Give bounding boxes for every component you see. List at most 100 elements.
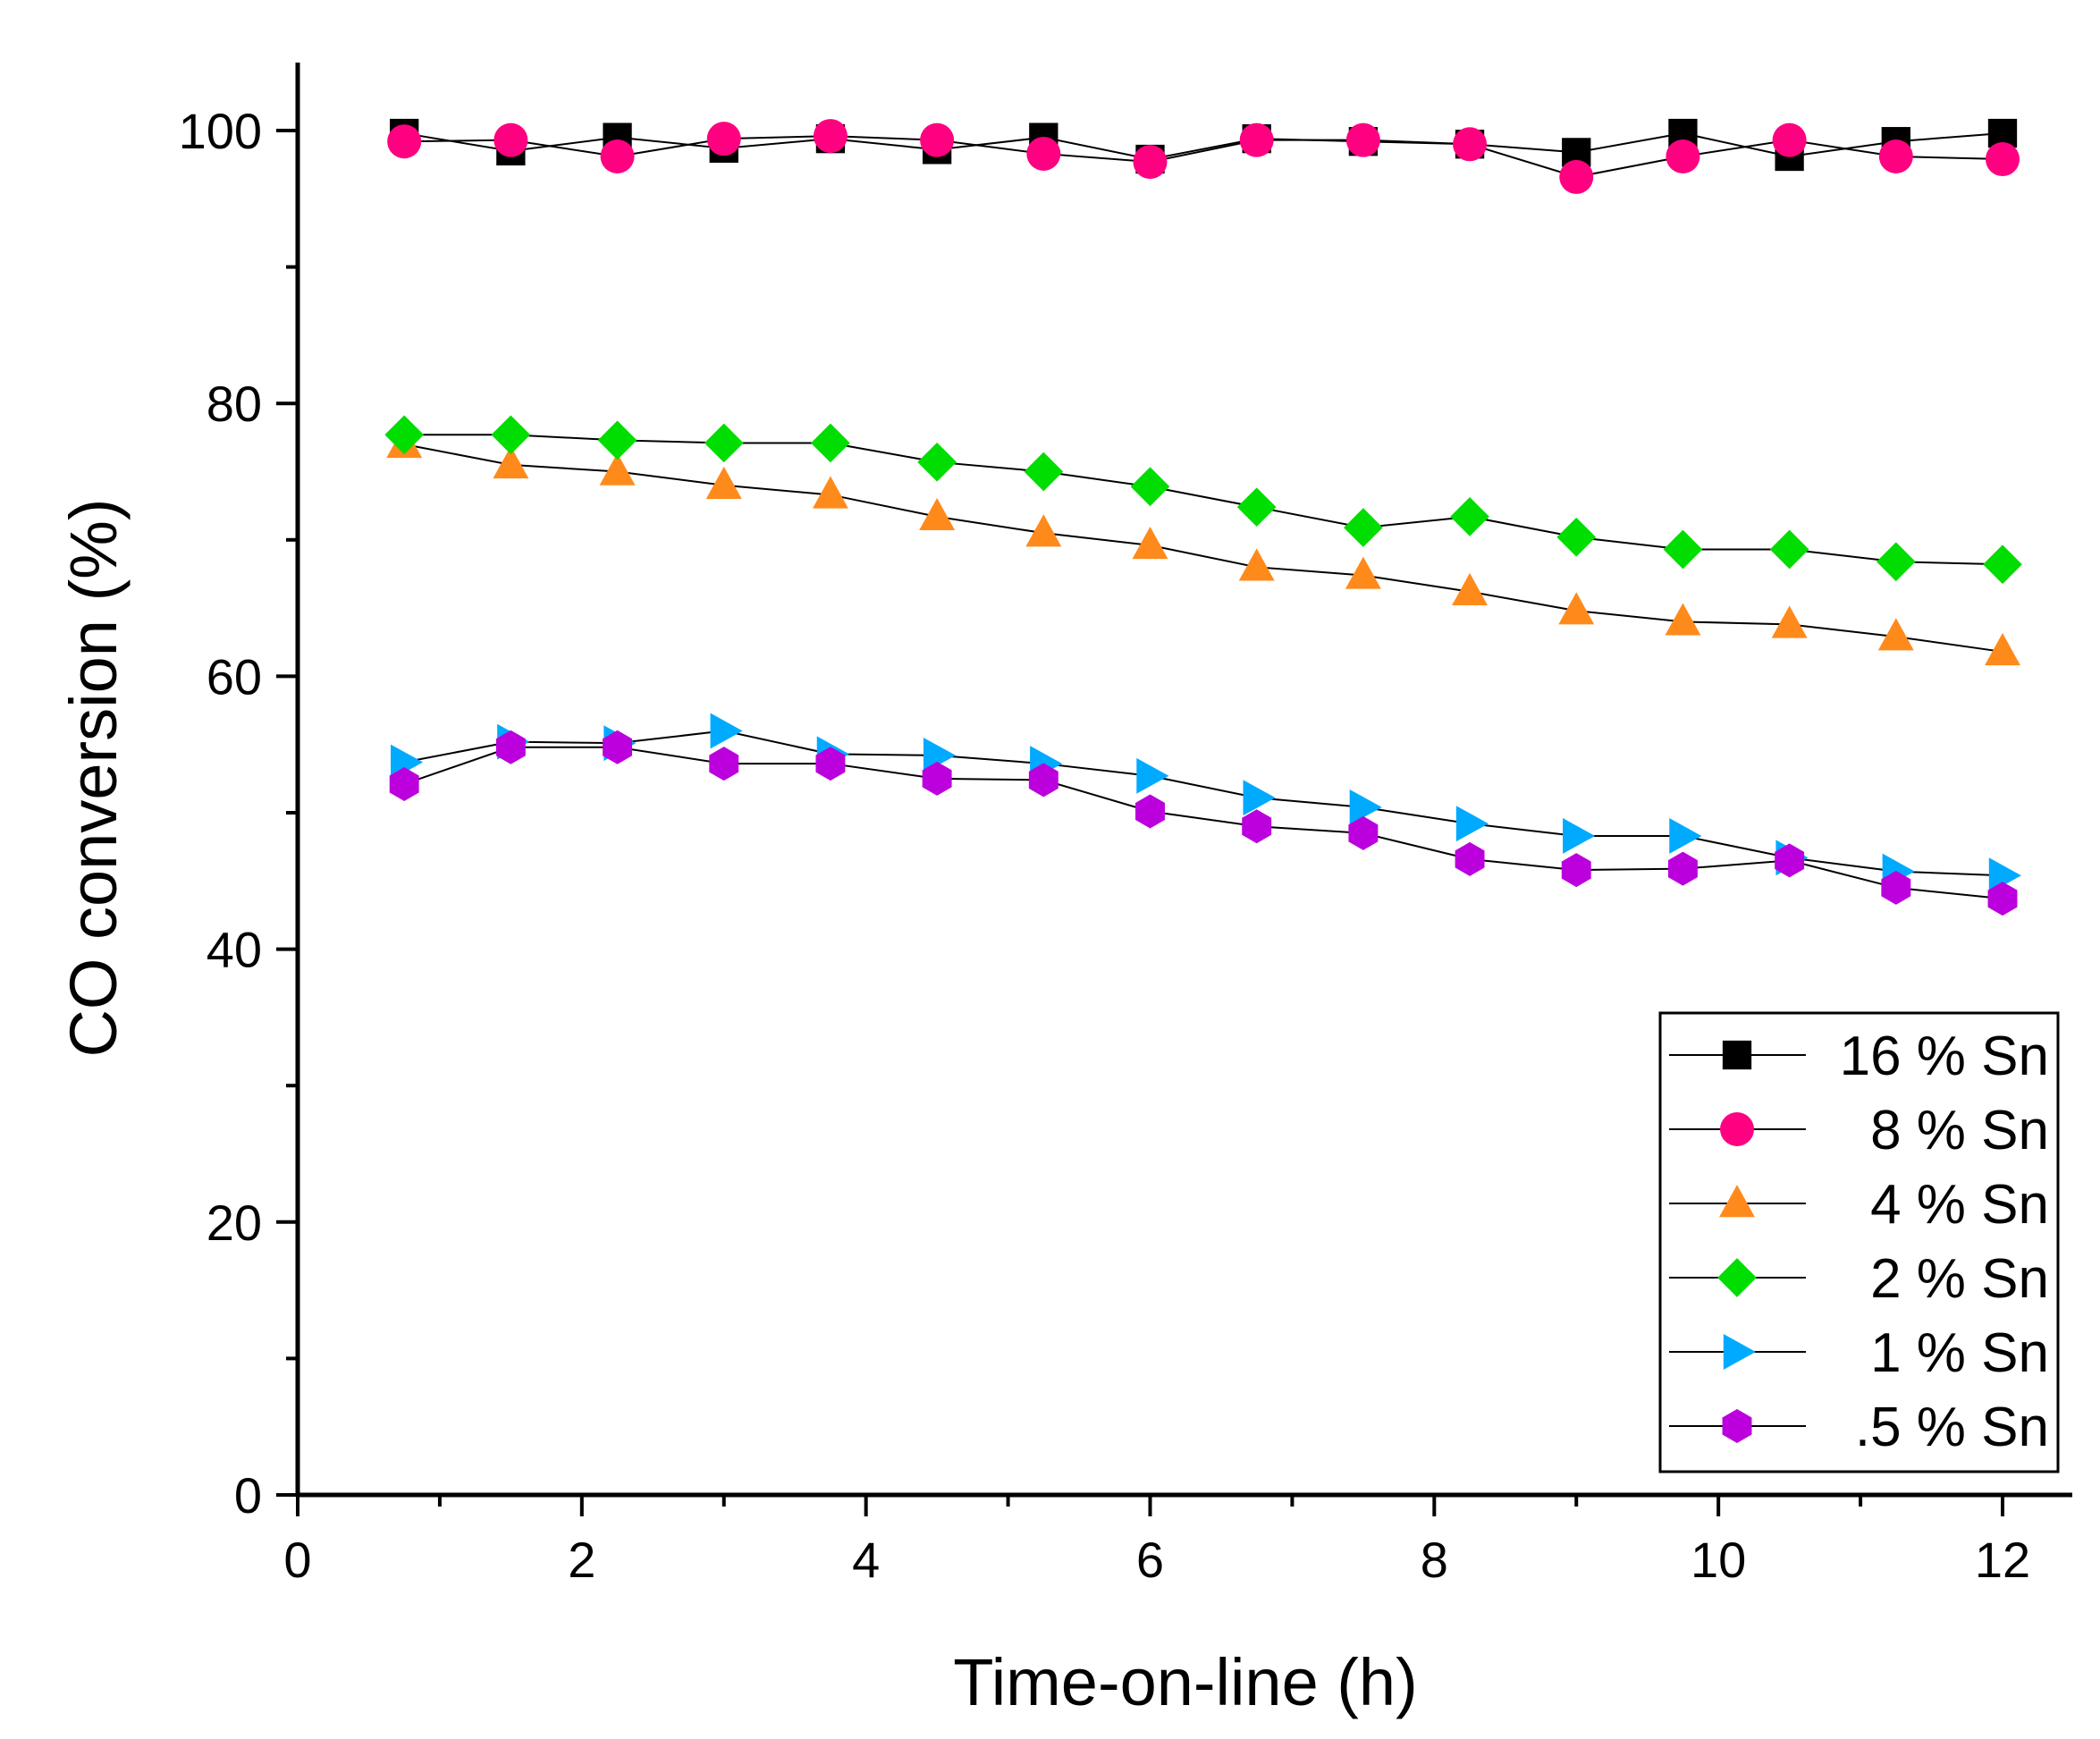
series-line	[404, 132, 2003, 161]
data-point	[922, 761, 952, 796]
data-point	[1877, 618, 1914, 651]
data-point	[1130, 467, 1170, 507]
data-point	[597, 420, 637, 460]
data-point	[1563, 817, 1596, 854]
x-tick-label: 8	[1421, 1532, 1448, 1588]
ticks: 0 2 4 6 8 10 12 0 20 40 60 80 100	[179, 103, 2031, 1588]
series-lines	[403, 132, 2003, 900]
data-point	[1667, 851, 1698, 886]
series-line	[404, 434, 2003, 566]
data-point	[1775, 843, 1805, 878]
data-point	[1026, 136, 1061, 171]
legend-marker	[1720, 1112, 1754, 1146]
legend-label: .5 % Sn	[1855, 1397, 2049, 1458]
data-point	[1666, 139, 1700, 173]
series-line	[403, 746, 2003, 900]
data-point	[1985, 633, 2020, 666]
data-point	[387, 124, 422, 159]
data-point	[1133, 145, 1168, 180]
data-point	[1135, 794, 1165, 829]
data-point	[1561, 853, 1591, 888]
data-point	[1239, 122, 1274, 157]
data-point	[1136, 757, 1169, 794]
data-point	[599, 452, 636, 485]
data-point	[709, 747, 739, 781]
y-tick-label: 40	[207, 922, 262, 978]
axes	[295, 63, 2072, 1498]
data-point	[493, 445, 529, 479]
legend-marker	[1719, 1185, 1755, 1218]
legend-label: 8 % Sn	[1870, 1100, 2049, 1161]
data-point	[1024, 452, 1064, 492]
data-point	[1878, 139, 1913, 173]
data-point	[1238, 548, 1275, 581]
y-tick-label: 0	[234, 1467, 262, 1524]
legend-label: 4 % Sn	[1870, 1174, 2049, 1236]
data-point	[919, 497, 956, 531]
data-point	[1669, 817, 1702, 854]
y-axis-title: CO conversion (%)	[56, 498, 131, 1057]
series-markers	[384, 118, 2022, 916]
x-tick-label: 6	[1136, 1532, 1164, 1588]
data-point	[1663, 529, 1703, 570]
data-point	[1988, 857, 2021, 894]
y-tick-label: 20	[207, 1195, 262, 1251]
legend-label: 16 % Sn	[1840, 1026, 2049, 1087]
data-point	[1986, 142, 2020, 177]
x-tick-label: 12	[1975, 1532, 2030, 1588]
data-point	[1344, 508, 1383, 547]
x-axis-title: Time-on-line (h)	[953, 1645, 1417, 1719]
data-point	[1881, 870, 1911, 905]
data-point	[705, 466, 742, 499]
legend-label: 1 % Sn	[1870, 1322, 2049, 1384]
data-point	[1876, 542, 1916, 582]
data-point	[1349, 789, 1382, 825]
data-point	[815, 747, 846, 781]
data-point	[389, 766, 419, 801]
x-tick-label: 2	[568, 1532, 595, 1588]
data-point	[1243, 780, 1276, 816]
legend-marker	[1723, 1334, 1756, 1370]
data-point	[491, 415, 531, 455]
data-point	[1665, 603, 1701, 636]
data-point	[1556, 517, 1597, 557]
data-point	[813, 119, 848, 154]
legend-box	[1658, 1011, 2060, 1473]
series-line	[404, 135, 2003, 178]
x-tick-label: 0	[283, 1532, 311, 1588]
data-point	[600, 139, 635, 173]
data-point	[1028, 763, 1058, 798]
data-point	[1559, 159, 1594, 194]
data-point	[1242, 809, 1272, 844]
x-tick-label: 4	[852, 1532, 880, 1588]
data-point	[603, 730, 633, 764]
legend-marker	[1722, 1409, 1752, 1443]
y-tick-label: 100	[179, 103, 262, 159]
data-point	[495, 730, 526, 764]
legend: 16 % Sn 8 % Sn 4 % Sn 2 % Sn 1 % Sn .5 % Sn	[1658, 1011, 2060, 1473]
data-point	[1452, 572, 1489, 605]
series-line	[403, 443, 2003, 653]
data-point	[1455, 806, 1489, 842]
data-point	[811, 423, 850, 463]
data-point	[1025, 514, 1062, 547]
data-point	[384, 415, 425, 455]
series-line	[403, 730, 2003, 877]
data-point	[1236, 487, 1277, 528]
data-point	[710, 713, 743, 749]
data-point	[812, 476, 848, 509]
x-tick-label: 10	[1691, 1532, 1746, 1588]
data-point	[923, 737, 957, 773]
data-point	[920, 122, 955, 157]
data-point	[1453, 127, 1488, 162]
data-point	[1772, 122, 1807, 157]
data-point	[1345, 556, 1381, 589]
data-point	[1769, 529, 1809, 570]
data-point	[917, 442, 957, 482]
legend-marker	[1722, 1040, 1752, 1070]
legend-label: 2 % Sn	[1870, 1248, 2049, 1310]
y-tick-label: 80	[207, 376, 262, 432]
y-tick-label: 60	[207, 648, 262, 705]
data-point	[1983, 544, 2022, 585]
